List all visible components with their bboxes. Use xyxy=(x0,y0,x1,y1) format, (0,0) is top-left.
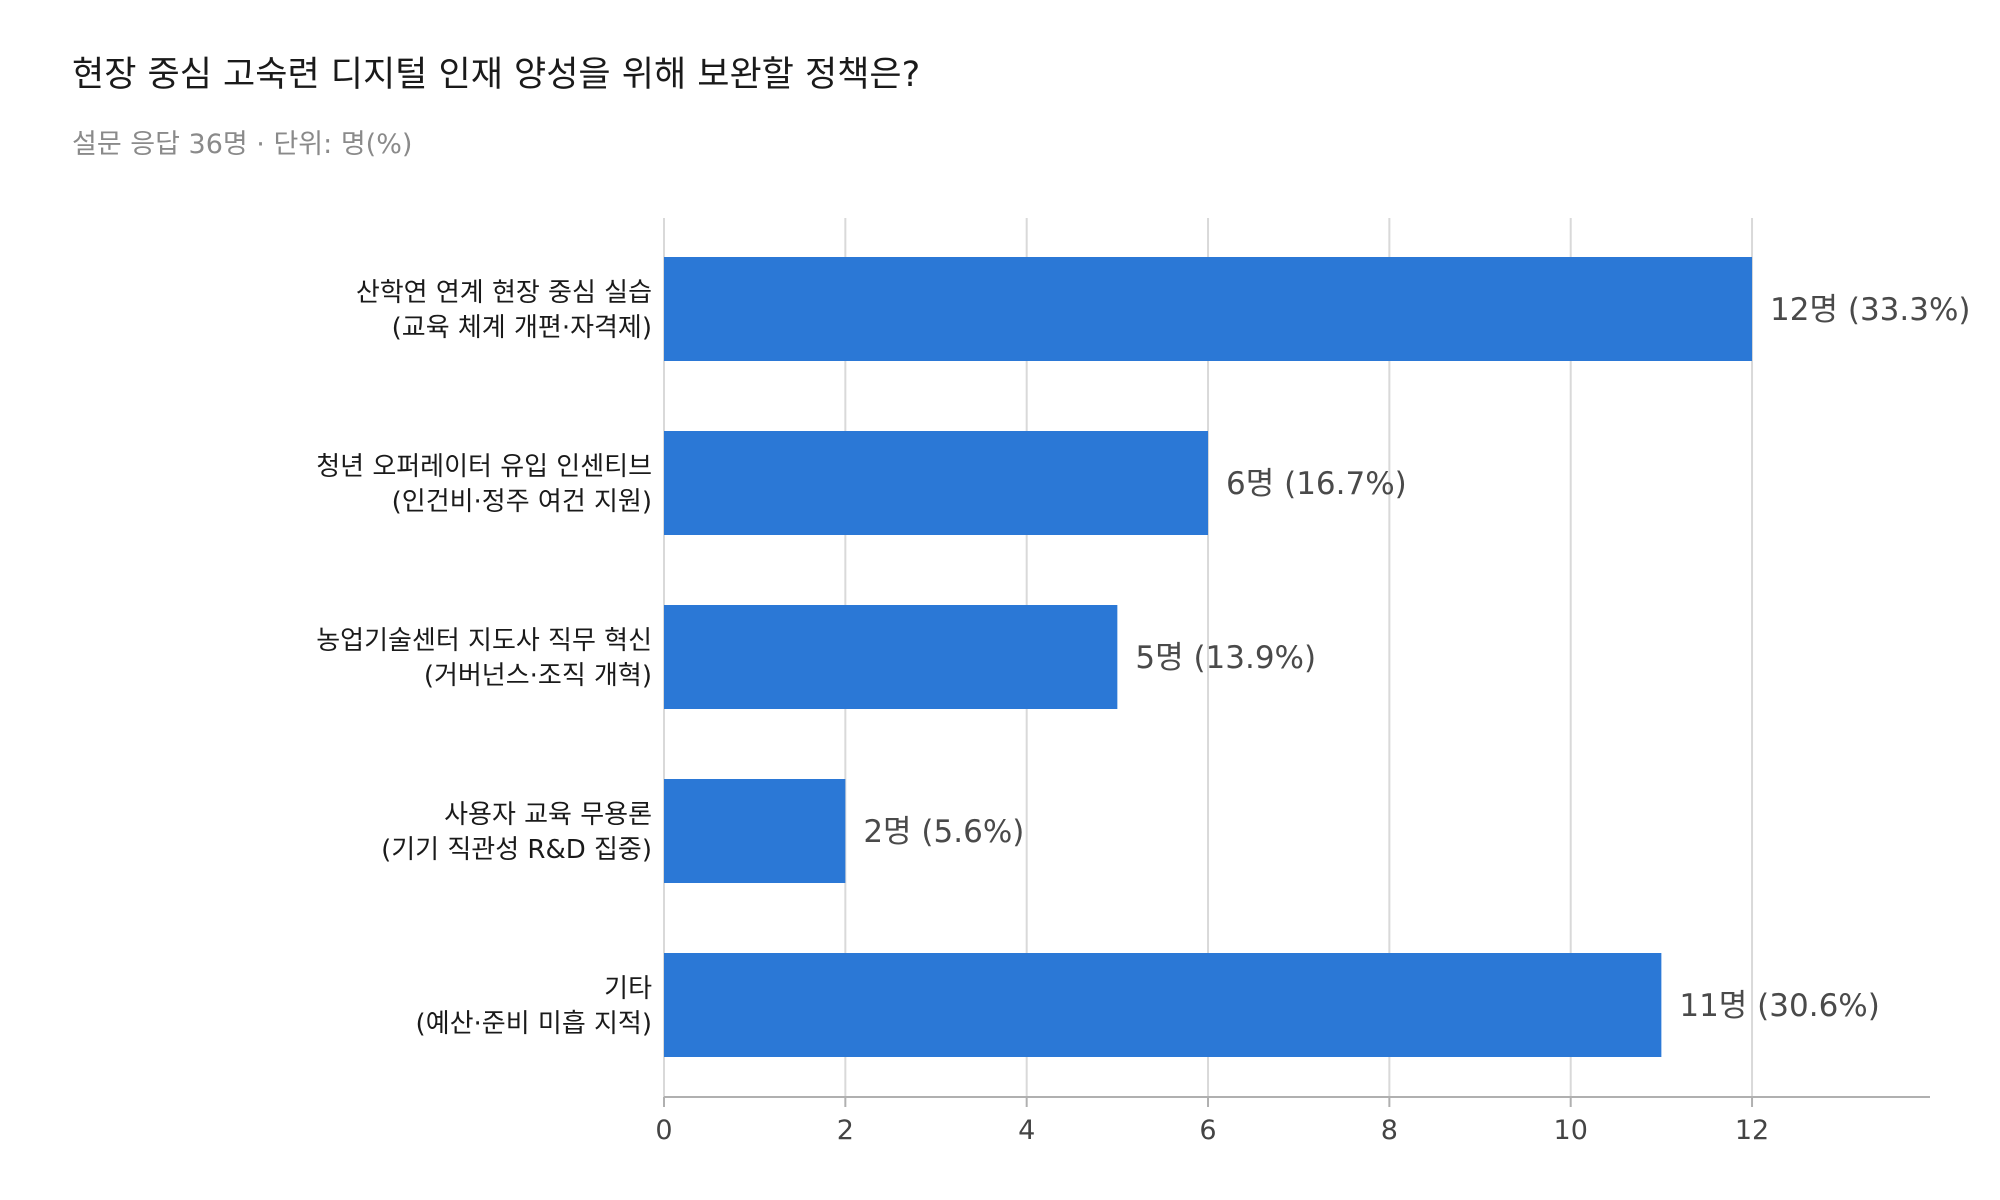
category-label: (예산·준비 미흡 지적) xyxy=(416,1009,652,1039)
bar xyxy=(664,257,1753,361)
bars xyxy=(664,257,1753,1057)
category-label: 농업기술센터 지도사 직무 혁신 xyxy=(316,626,652,656)
value-label: 5명 (13.9%) xyxy=(1135,640,1316,676)
category-label: (교육 체계 개편·자격제) xyxy=(392,313,652,343)
x-axis: 0 2 4 6 8 10 12 xyxy=(655,1096,1930,1146)
value-label: 11명 (30.6%) xyxy=(1679,988,1880,1024)
chart-title: 현장 중심 고숙련 디지털 인재 양성을 위해 보완할 정책은? xyxy=(72,55,921,95)
x-tick-label: 0 xyxy=(655,1115,672,1146)
bar xyxy=(664,779,846,883)
category-label: 산학연 연계 현장 중심 실습 xyxy=(356,278,652,308)
category-label: (거버넌스·조직 개혁) xyxy=(424,661,652,691)
x-tick-label: 10 xyxy=(1554,1115,1588,1146)
value-label: 2명 (5.6%) xyxy=(863,814,1024,850)
x-tick-label: 2 xyxy=(837,1115,854,1146)
x-tick-label: 6 xyxy=(1199,1115,1216,1146)
labels: 12명 (33.3%) 산학연 연계 현장 중심 실습 (교육 체계 개편·자격제)… xyxy=(316,278,1970,1039)
category-label: 사용자 교육 무용론 xyxy=(444,800,652,830)
category-label: (인건비·정주 여건 지원) xyxy=(392,487,652,517)
bar xyxy=(664,605,1118,709)
bar xyxy=(664,431,1209,535)
category-label: (기기 직관성 R&D 집중) xyxy=(381,835,652,865)
value-label: 6명 (16.7%) xyxy=(1226,466,1407,502)
x-tick-label: 12 xyxy=(1735,1115,1769,1146)
x-tick-label: 4 xyxy=(1018,1115,1035,1146)
value-label: 12명 (33.3%) xyxy=(1770,292,1971,328)
chart-subtitle: 설문 응답 36명 · 단위: 명(%) xyxy=(72,129,413,160)
bar xyxy=(664,953,1662,1057)
x-tick-label: 8 xyxy=(1381,1115,1398,1146)
category-label: 기타 xyxy=(604,974,652,1004)
category-label: 청년 오퍼레이터 유입 인센티브 xyxy=(316,452,652,482)
